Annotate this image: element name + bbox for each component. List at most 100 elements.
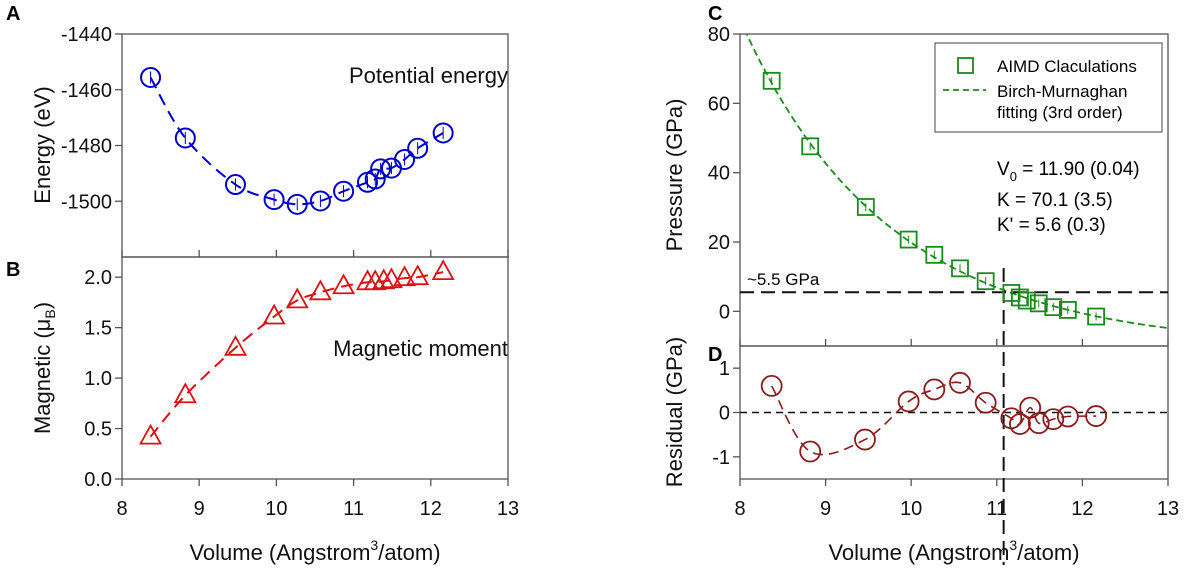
x-tick-label: 8 (116, 498, 127, 520)
magnetic-point (393, 265, 417, 287)
magnetic-point (379, 267, 403, 289)
v0-label: V (997, 159, 1010, 180)
annotation-potential-energy: Potential energy (349, 63, 508, 88)
residual-point (974, 391, 997, 414)
pressure-point (762, 71, 781, 90)
residual-dashed-line (770, 381, 1097, 456)
y-tick-label: -1480 (61, 136, 112, 158)
xlabel-main: Volume (Angstrom (189, 540, 370, 565)
y-tick-label: 40 (708, 163, 730, 185)
magnetic-point (431, 259, 455, 281)
y-tick-label: 0 (719, 403, 730, 425)
magnetic-point (308, 279, 332, 301)
y-tick-label: 0 (719, 301, 730, 323)
ylabel-main: Magnetic (μ (30, 319, 55, 434)
magnetic-point (363, 269, 387, 291)
magnetic-point (372, 268, 396, 290)
pressure-point (951, 259, 969, 278)
pressure-point (899, 230, 918, 249)
x-axis-label-left: Volume (Angstrom3/atom) (189, 537, 440, 565)
energy-point (394, 148, 416, 170)
pressure-point (1058, 301, 1077, 319)
magnetic-point (223, 334, 248, 356)
energy-point (364, 168, 386, 190)
legend-entry-bm-2: fitting (3rd order) (997, 103, 1123, 122)
residual-point (760, 374, 783, 397)
energy-point (263, 189, 285, 211)
pressure-point (1017, 291, 1036, 310)
x-tick-label: 9 (194, 498, 205, 520)
panel-letter-a: A (6, 3, 20, 25)
x-tick-label: 11 (986, 498, 1007, 520)
y-tick-label: 1 (719, 358, 730, 380)
residual-point (1042, 408, 1065, 431)
plot-frame-b (121, 256, 509, 480)
ylabel-sub: B (42, 309, 58, 318)
residual-point (854, 428, 876, 451)
y-tick-label: 80 (708, 24, 730, 46)
x-axis-label-right: Volume (Angstrom3/atom) (828, 537, 1079, 565)
residual-point (1056, 405, 1079, 428)
y-tick-label: -1460 (61, 80, 112, 102)
y-tick-label: -1500 (61, 191, 112, 213)
x-tick-label: 13 (497, 498, 519, 520)
fit-param-v0: V0 = 11.90 (0.04) (997, 159, 1140, 184)
pressure-point (1044, 298, 1063, 317)
y-tick-label: 0.5 (84, 419, 112, 441)
magnetic-point (406, 264, 430, 286)
y-tick-label: 0.0 (84, 469, 112, 491)
y-tick-label: 1.5 (84, 318, 112, 340)
pressure-point (925, 245, 944, 264)
x-tick-label: 8 (734, 498, 745, 520)
v0-value: = 11.90 (0.04) (1017, 159, 1140, 180)
energy-point (407, 137, 429, 159)
magnetic-point (332, 273, 356, 295)
y-tick-label: -1440 (61, 24, 112, 46)
y-axis-label-energy: Energy (eV) (30, 86, 55, 203)
residual-point (1085, 405, 1107, 427)
x-tick-label: 9 (820, 498, 831, 520)
pressure-point (1011, 288, 1029, 307)
energy-point (174, 127, 196, 149)
energy-point (333, 180, 355, 202)
legend-square-marker (957, 57, 974, 74)
pressure-point (856, 198, 875, 216)
y-tick-label: 60 (708, 93, 730, 115)
residual-point (949, 371, 971, 394)
panel-letter-d: D (708, 344, 722, 366)
legend-entry-aimd: AIMD Claculations (997, 57, 1137, 76)
energy-point (140, 66, 162, 88)
y-axis-label-pressure: Pressure (GPa) (662, 99, 687, 252)
magnetic-point (139, 423, 163, 445)
xlabel-sup: 3 (1009, 537, 1017, 553)
xlabel-sup: 3 (370, 537, 378, 553)
pressure-point (801, 137, 820, 156)
magnetic-point (285, 287, 309, 309)
x-tick-label: 10 (265, 498, 287, 520)
birch-murnaghan-fit-line (745, 34, 1168, 329)
y-axis-label-residual: Residual (GPa) (662, 337, 687, 487)
xlabel-end: /atom) (1017, 540, 1079, 565)
residual-point (799, 440, 822, 463)
residual-point (1009, 413, 1031, 435)
y-tick-label: 20 (708, 232, 730, 254)
magnetic-point (173, 382, 197, 404)
pressure-point (1087, 307, 1105, 326)
energy-point (432, 122, 454, 144)
y-tick-label: 1.0 (84, 368, 112, 390)
xlabel-end: /atom) (378, 540, 440, 565)
v0-sub: 0 (1010, 169, 1017, 184)
legend-entry-bm: Birch-Murnaghan (997, 82, 1127, 101)
magnetic-point (262, 303, 286, 325)
xlabel-main: Volume (Angstrom (828, 540, 1009, 565)
x-tick-label: 13 (1157, 498, 1179, 520)
annotation-magnetic-moment: Magnetic moment (333, 336, 508, 361)
energy-point (309, 190, 331, 212)
x-tick-label: 11 (343, 498, 364, 520)
x-tick-label: 10 (900, 498, 922, 520)
panel-letter-b: B (6, 259, 20, 281)
x-tick-label: 12 (1071, 498, 1093, 520)
energy-point (370, 158, 392, 180)
